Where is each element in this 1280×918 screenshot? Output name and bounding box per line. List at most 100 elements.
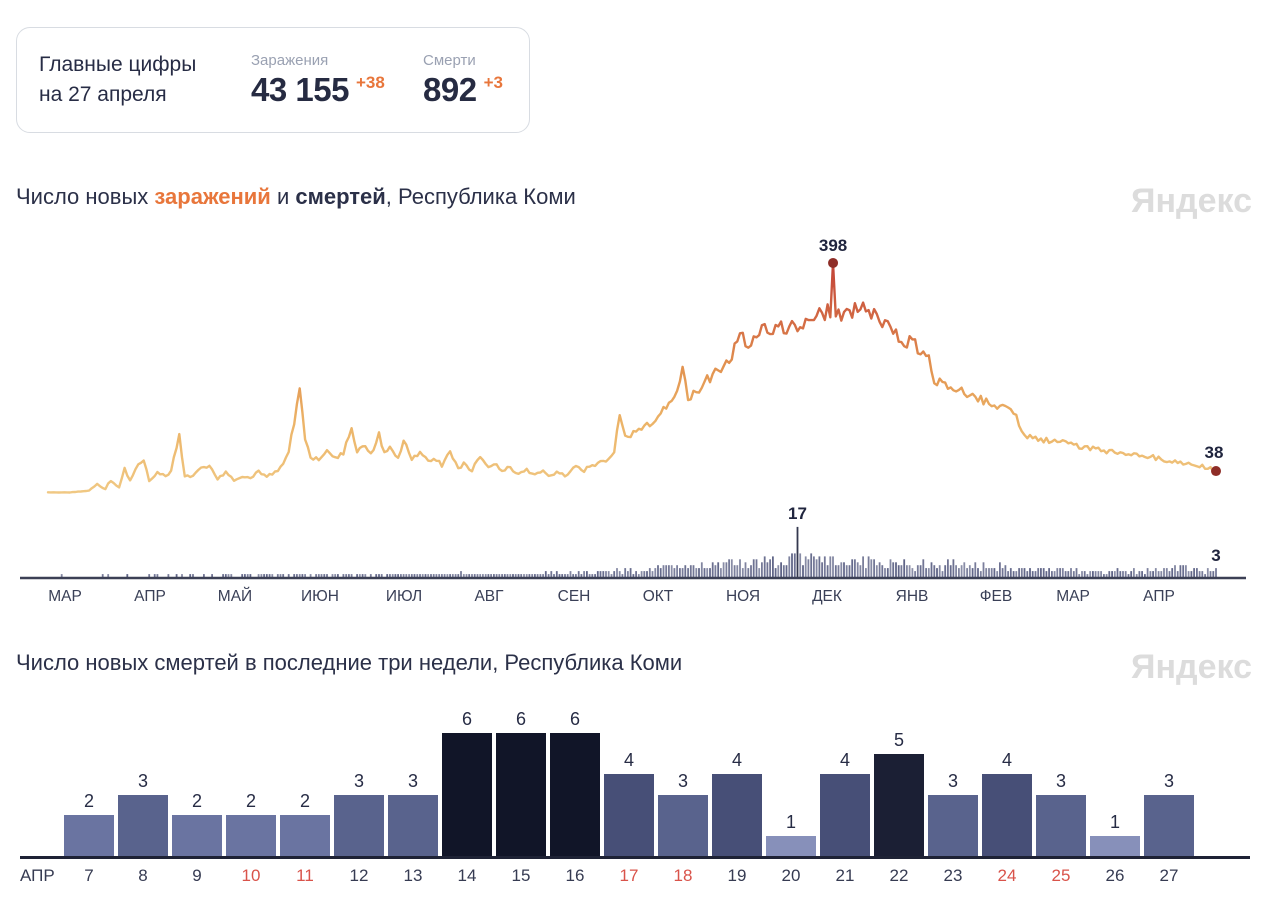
deaths-mini-bar	[654, 568, 657, 577]
deaths-mini-bar	[1157, 571, 1160, 577]
deaths-mini-bar	[1163, 568, 1165, 577]
peak-value-label: 398	[819, 236, 847, 255]
deaths-mini-bar	[364, 574, 367, 578]
day-label: 19	[727, 866, 747, 885]
deaths-mini-bar	[856, 562, 859, 578]
deaths-mini-bar	[337, 574, 339, 578]
deaths-mini-bar	[840, 562, 843, 578]
deaths-mini-bar	[348, 574, 350, 578]
bar-cell: 3	[658, 772, 708, 856]
deaths-mini-bar	[714, 565, 717, 577]
deaths-mini-bar	[298, 574, 301, 578]
deaths-mini-bar	[941, 571, 944, 577]
deaths-mini-bar	[865, 568, 867, 577]
deaths-mini-bar	[454, 574, 457, 578]
deaths-mini-bar	[490, 574, 492, 578]
deaths-mini-bar	[739, 559, 741, 577]
deaths-mini-bar	[900, 565, 903, 577]
deaths-mini-bar	[1018, 568, 1020, 577]
deaths-mini-bar	[1031, 571, 1034, 577]
deaths-mini-bar	[391, 574, 394, 578]
deaths-mini-bar	[107, 574, 110, 578]
day-label: 17	[619, 866, 639, 885]
deaths-mini-bar	[509, 574, 512, 578]
deaths-mini-bar	[528, 574, 531, 578]
month-tick-label: АВГ	[474, 588, 504, 605]
deaths-mini-bar	[192, 574, 194, 578]
deaths-mini-bar	[1113, 571, 1116, 577]
deaths-mini-bar	[1149, 571, 1152, 577]
deaths-mini-bar	[1201, 571, 1204, 577]
deaths-mini-bar	[982, 562, 985, 578]
deaths-mini-bar	[1007, 571, 1009, 577]
deaths-mini-bar	[1187, 571, 1190, 577]
deaths-mini-bar	[304, 574, 306, 578]
deaths-mini-bar	[1103, 574, 1105, 578]
deaths-mini-bar	[320, 574, 323, 578]
deaths-mini-bar	[561, 574, 564, 578]
deaths-mini-bar	[621, 574, 624, 578]
deaths-mini-bar	[482, 574, 484, 578]
deaths-mini-bar	[823, 556, 826, 578]
deaths-mini-bar	[156, 574, 159, 578]
deaths-bar	[712, 774, 762, 856]
bar-cell: 6	[496, 710, 546, 856]
deaths-mini-bar	[410, 574, 413, 578]
card-title-line2: на 27 апреля	[39, 83, 167, 106]
yandex-logo: Яндекс	[1131, 182, 1252, 220]
deaths-mini-bar	[999, 562, 1001, 578]
deaths-mini-bar	[441, 574, 443, 578]
deaths-mini-bar	[930, 562, 933, 578]
bar-cell: 4	[712, 751, 762, 856]
deaths-mini-bar	[681, 568, 684, 577]
deaths-mini-bar	[517, 574, 520, 578]
deaths-mini-bar	[1089, 571, 1092, 577]
deaths-mini-bar	[1119, 571, 1122, 577]
deaths-mini-bar	[427, 574, 430, 578]
deaths-mini-bar	[1206, 568, 1209, 577]
deaths-peak-label: 17	[788, 504, 807, 523]
deaths-mini-bar	[1185, 565, 1187, 577]
deaths-mini-bar	[586, 571, 588, 577]
chart1-title-and: и	[270, 184, 296, 209]
deaths-mini-bar	[1174, 565, 1176, 577]
deaths-mini-bar	[665, 565, 668, 577]
deaths-delta: +3	[483, 73, 503, 92]
deaths-mini-bar	[293, 574, 296, 578]
deaths-mini-bar	[462, 574, 465, 578]
deaths-mini-bar	[1138, 571, 1141, 577]
deaths-mini-bar	[476, 574, 479, 578]
deaths-mini-bar	[635, 571, 637, 577]
deaths-mini-bar	[722, 562, 725, 578]
deaths-last-label: 3	[1211, 546, 1220, 565]
deaths-mini-bar	[834, 565, 837, 577]
deaths-mini-bar	[591, 574, 594, 578]
deaths-mini-bar	[1029, 568, 1031, 577]
deaths-mini-bar	[369, 574, 372, 578]
deaths-bar	[928, 794, 978, 856]
deaths-mini-bar	[408, 574, 410, 578]
deaths-mini-bar	[640, 571, 643, 577]
deaths-mini-bar	[1092, 571, 1094, 577]
day-label: 26	[1105, 866, 1125, 885]
deaths-mini-bar	[720, 568, 722, 577]
deaths-mini-bar	[919, 565, 922, 577]
deaths-mini-bar	[1105, 574, 1108, 578]
deaths-mini-bar	[400, 574, 402, 578]
last-value-label: 38	[1205, 443, 1224, 462]
deaths-mini-bar	[569, 571, 572, 577]
deaths-mini-bar	[356, 574, 358, 578]
deaths-mini-bar	[679, 568, 681, 577]
day-label: 18	[673, 866, 693, 885]
deaths-mini-bar	[361, 574, 364, 578]
deaths-mini-bar	[785, 565, 788, 577]
deaths-mini-bar	[1026, 571, 1029, 577]
deaths-mini-bar	[744, 562, 747, 578]
deaths-mini-bar	[886, 568, 889, 577]
deaths-mini-bar	[512, 574, 514, 578]
deaths-mini-bar	[1078, 574, 1081, 578]
deaths-mini-bar	[547, 574, 550, 578]
deaths-mini-bar	[1141, 571, 1143, 577]
deaths-mini-bar	[523, 574, 525, 578]
deaths-mini-bar	[279, 574, 282, 578]
